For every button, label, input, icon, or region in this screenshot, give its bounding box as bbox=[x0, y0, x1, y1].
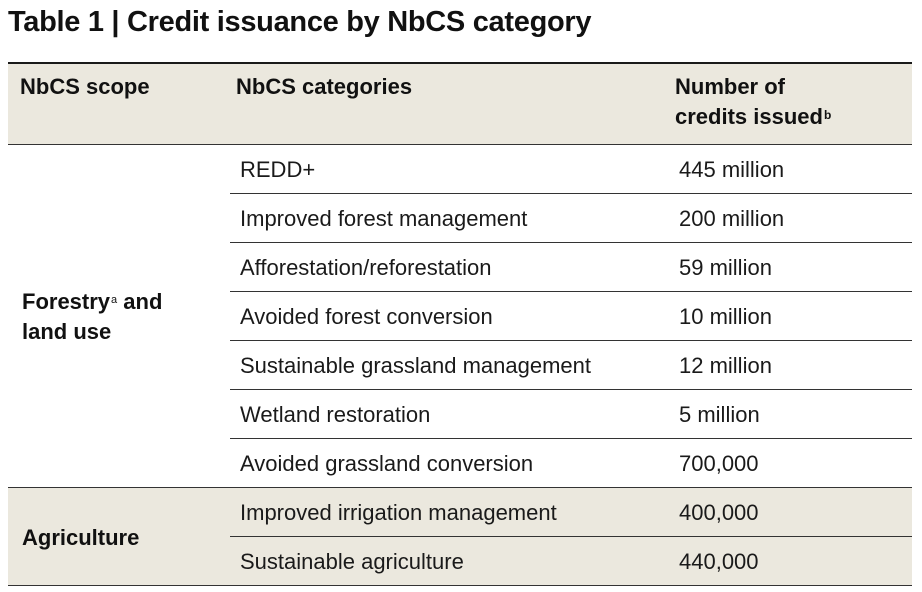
group-agriculture: Agriculture Improved irrigation manageme… bbox=[8, 488, 912, 586]
scope-agriculture: Agriculture bbox=[22, 525, 140, 550]
credits-cell: 700,000 bbox=[679, 451, 759, 476]
credits-cell: 400,000 bbox=[679, 500, 759, 525]
header-number-line1: Number of bbox=[675, 74, 785, 99]
forestry-rows: REDD+ 445 million Improved forest manage… bbox=[230, 145, 912, 487]
table-row: Sustainable agriculture 440,000 bbox=[230, 536, 912, 585]
category-cell: Wetland restoration bbox=[240, 402, 431, 427]
category-cell: Improved irrigation management bbox=[240, 500, 557, 525]
table-title: Table 1 | Credit issuance by NbCS catego… bbox=[8, 6, 592, 38]
table-row: Improved irrigation management 400,000 bbox=[230, 488, 912, 536]
category-cell: Afforestation/reforestation bbox=[240, 255, 492, 280]
scope-forestry-land-use: Forestrya and land use bbox=[22, 289, 163, 344]
header-categories: NbCS categories bbox=[236, 74, 413, 99]
category-cell: Sustainable agriculture bbox=[240, 549, 464, 574]
table-row: Improved forest management 200 million bbox=[230, 193, 912, 242]
category-cell: Improved forest management bbox=[240, 206, 528, 231]
table-header: NbCS scope NbCS categories Number of cre… bbox=[8, 62, 912, 145]
footnote-marker-b: b bbox=[823, 108, 832, 122]
table-row: Avoided forest conversion 10 million bbox=[230, 291, 912, 340]
credit-issuance-table: NbCS scope NbCS categories Number of cre… bbox=[8, 62, 912, 586]
category-cell: Avoided grassland conversion bbox=[240, 451, 534, 476]
header-number-line2: credits issuedb bbox=[675, 104, 832, 129]
group-forestry-land-use: Forestrya and land use REDD+ 445 million… bbox=[8, 145, 912, 488]
category-cell: Avoided forest conversion bbox=[240, 304, 493, 329]
footnote-marker-a: a bbox=[111, 294, 118, 306]
table-row: REDD+ 445 million bbox=[230, 145, 912, 193]
credits-cell: 5 million bbox=[679, 402, 760, 427]
agriculture-rows: Improved irrigation management 400,000 S… bbox=[230, 488, 912, 585]
credits-cell: 10 million bbox=[679, 304, 772, 329]
table-row: Wetland restoration 5 million bbox=[230, 389, 912, 438]
table-row: Sustainable grassland management 12 mill… bbox=[230, 340, 912, 389]
credits-cell: 12 million bbox=[679, 353, 772, 378]
credits-cell: 440,000 bbox=[679, 549, 759, 574]
header-number-of-credits: Number of credits issuedb bbox=[675, 72, 831, 132]
table-row: Avoided grassland conversion 700,000 bbox=[230, 438, 912, 487]
category-cell: REDD+ bbox=[240, 157, 316, 182]
credits-cell: 59 million bbox=[679, 255, 772, 280]
credits-cell: 200 million bbox=[679, 206, 785, 231]
header-scope: NbCS scope bbox=[20, 74, 150, 99]
credits-cell: 445 million bbox=[679, 157, 785, 182]
category-cell: Sustainable grassland management bbox=[240, 353, 592, 378]
table-row: Afforestation/reforestation 59 million bbox=[230, 242, 912, 291]
